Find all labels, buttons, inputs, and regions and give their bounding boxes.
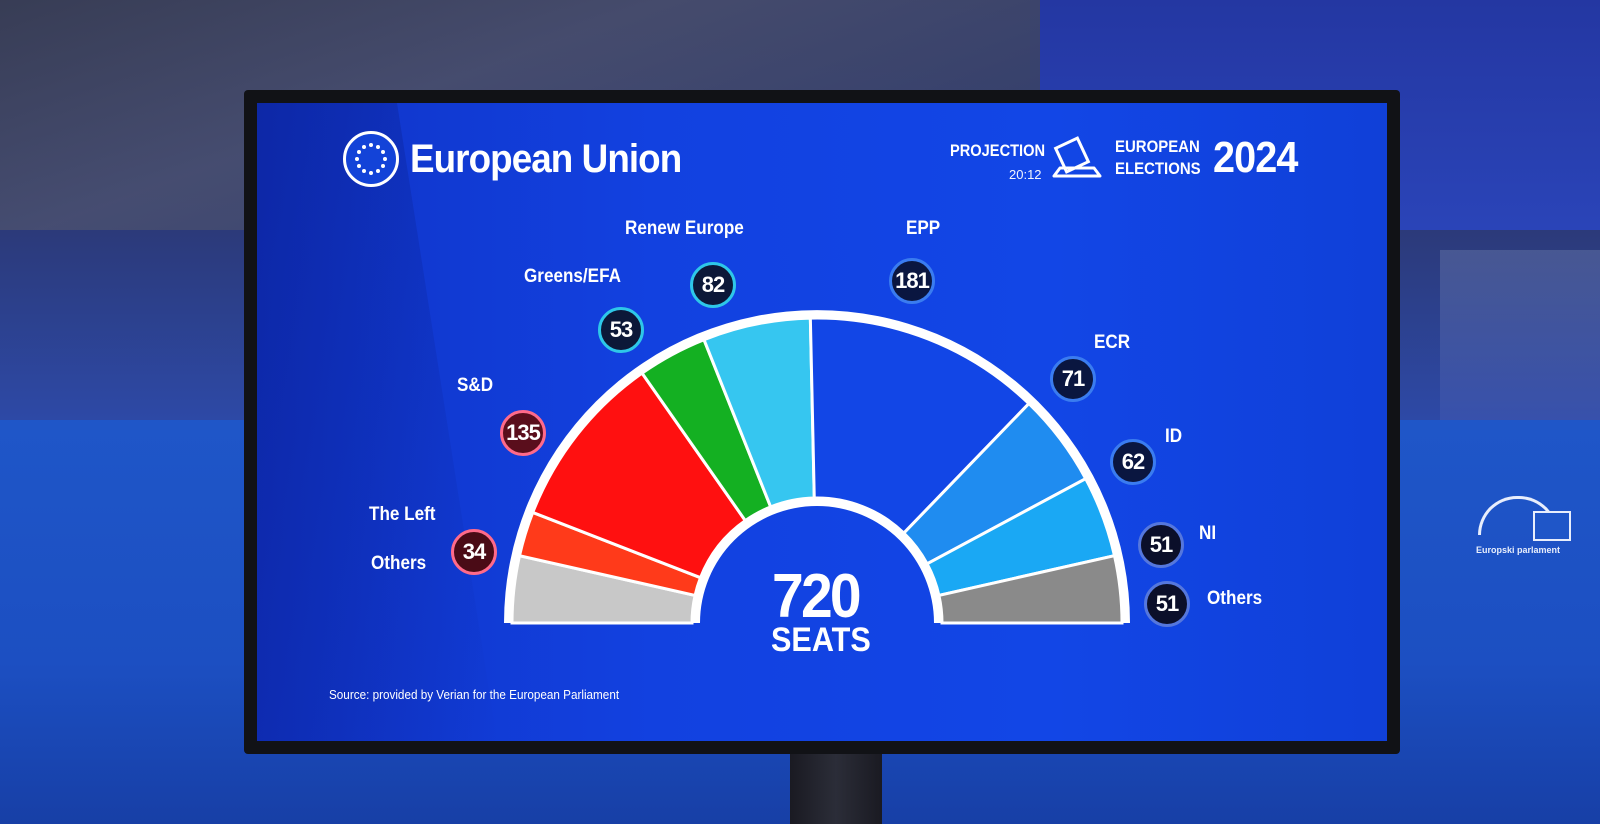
projection-label: PROJECTION: [950, 141, 1046, 160]
badge-greens: 53: [598, 307, 644, 353]
elections-label-line2: ELECTIONS: [1115, 159, 1201, 178]
total-seats-label: SEATS: [771, 621, 871, 659]
projection-time: 20:12: [1009, 167, 1042, 182]
label-others-right: Others: [1207, 588, 1263, 609]
parliament-logo-caption: Europski parlament: [1475, 545, 1561, 555]
badge-id: 62: [1110, 439, 1156, 485]
badge-ni: 51: [1138, 522, 1184, 568]
label-epp: EPP: [906, 218, 941, 239]
badge-renew: 82: [690, 262, 736, 308]
eu-stars-icon: [343, 131, 399, 187]
segment-ni: [937, 553, 1124, 625]
hemicycle-chart: [504, 310, 1130, 625]
room-stripe: [1440, 250, 1600, 430]
tv-stand: [790, 752, 882, 824]
source-note: Source: provided by Verian for the Europ…: [329, 687, 620, 702]
label-greens: Greens/EFA: [524, 266, 621, 287]
label-id: ID: [1165, 426, 1183, 447]
parliament-hemicycle-icon: [1478, 496, 1571, 541]
label-ni: NI: [1199, 523, 1217, 544]
label-renew: Renew Europe: [625, 218, 744, 239]
badge-sd: 135: [500, 410, 546, 456]
screen: European Union PROJECTION 20:12 EUROPEAN…: [257, 103, 1387, 741]
total-seats-value: 720: [772, 562, 862, 631]
label-sd: S&D: [457, 375, 494, 396]
elections-label-line1: EUROPEAN: [1115, 137, 1200, 156]
elections-year: 2024: [1213, 133, 1298, 182]
badge-others: 51: [1144, 581, 1190, 627]
segment-sd: [530, 371, 748, 580]
ballot-box-icon: [1052, 136, 1102, 178]
screen-shade: [257, 103, 497, 741]
label-others-left: Others: [371, 553, 427, 574]
parliament-logo: Europski parlament: [1468, 496, 1571, 560]
label-the-left: The Left: [369, 504, 436, 525]
label-ecr: ECR: [1094, 332, 1131, 353]
badge-the-left: 34: [451, 529, 497, 575]
badge-epp: 181: [889, 258, 935, 304]
segment-epp: [808, 316, 1031, 536]
badge-ecr: 71: [1050, 356, 1096, 402]
page-title: European Union: [410, 137, 682, 181]
